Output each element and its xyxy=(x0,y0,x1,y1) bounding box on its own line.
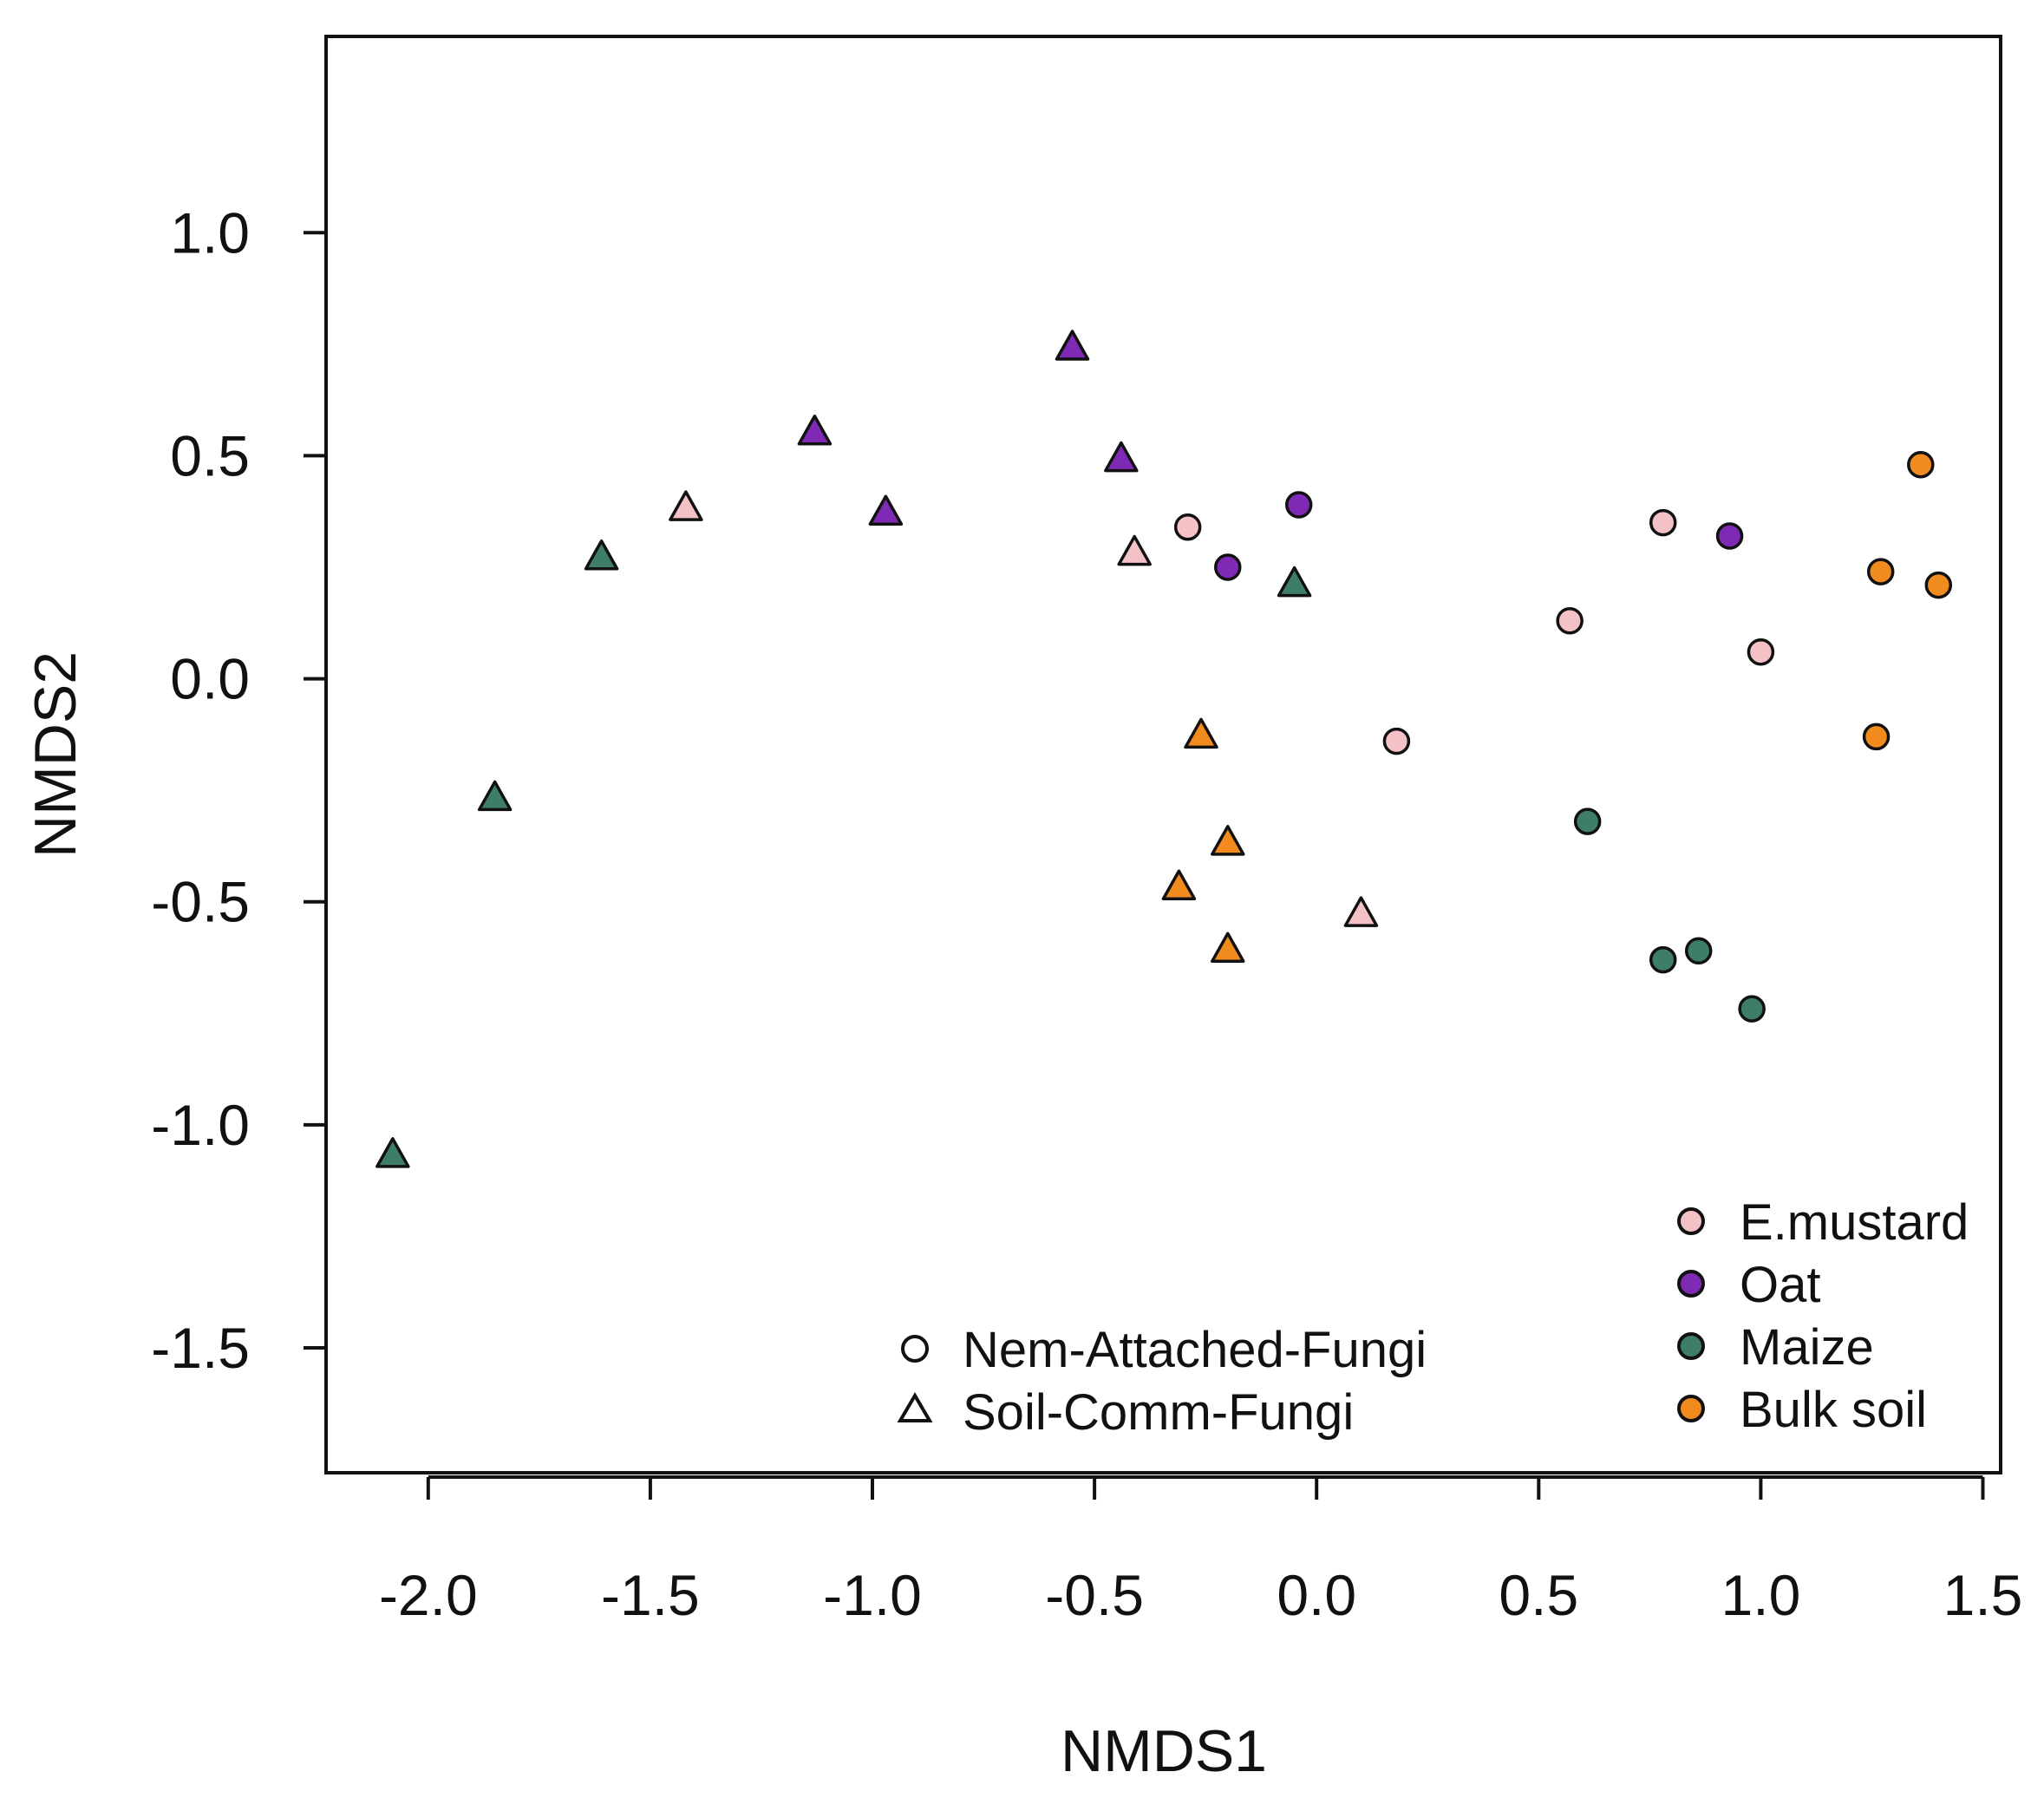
x-tick-label: -1.0 xyxy=(823,1563,922,1627)
axes: -2.0 -1.5 -1.0 -0.5 0.0 0.5 1.0 1.5 -1.5 -1.0 -0.5… xyxy=(151,200,2022,1627)
legend-soil-comm-fungi: Soil-Comm-Fungi xyxy=(963,1384,1354,1441)
data-point-triangle xyxy=(868,494,904,526)
x-tick-label: 0.5 xyxy=(1499,1563,1578,1627)
y-axis-title: NMDS2 xyxy=(23,651,88,858)
y-tick-label: 1.0 xyxy=(170,200,250,265)
data-point-circle xyxy=(1649,508,1677,537)
data-point-triangle xyxy=(477,780,513,812)
legend-nem-attached-fungi: Nem-Attached-Fungi xyxy=(963,1322,1427,1378)
legend-maize-swatch xyxy=(1677,1332,1705,1360)
data-point-triangle xyxy=(1211,825,1245,856)
legend-emustard-label: E.mustard xyxy=(1740,1194,1969,1251)
data-point-circle xyxy=(1284,491,1313,519)
legend-triangle-marker xyxy=(897,1392,933,1422)
y-tick-label: 0.0 xyxy=(170,647,250,711)
data-point-circle xyxy=(1382,727,1411,755)
data-point-circle xyxy=(1715,522,1744,550)
data-point-circle xyxy=(1214,553,1242,581)
x-tick-label: -2.0 xyxy=(379,1563,478,1627)
data-point-circle xyxy=(1747,637,1775,666)
data-point-circle xyxy=(1649,945,1677,974)
data-point-triangle xyxy=(1343,896,1379,927)
data-point-triangle xyxy=(1161,869,1197,901)
legend-oat-swatch xyxy=(1677,1270,1705,1298)
y-tick-label: -1.0 xyxy=(151,1093,250,1157)
x-tick-label: 0.0 xyxy=(1277,1563,1356,1627)
data-point-circle xyxy=(1556,606,1584,635)
data-points xyxy=(375,330,1953,1168)
color-legend: E.mustard Oat Maize Bulk soil xyxy=(1677,1194,1969,1438)
data-point-triangle xyxy=(1104,441,1139,473)
legend-bulk-soil-label: Bulk soil xyxy=(1740,1382,1927,1438)
plot-frame xyxy=(324,35,2002,1474)
x-tick-label: -1.5 xyxy=(601,1563,700,1627)
legend-circle-marker xyxy=(901,1335,929,1363)
data-point-circle xyxy=(1684,937,1713,965)
data-point-triangle xyxy=(1117,534,1152,566)
data-point-circle xyxy=(1862,722,1891,751)
data-point-circle xyxy=(1173,513,1202,541)
data-point-triangle xyxy=(1055,330,1090,361)
data-point-circle xyxy=(1866,558,1895,585)
legend-emustard-swatch xyxy=(1677,1207,1705,1235)
data-point-circle xyxy=(1907,450,1935,479)
x-tick-label: 1.0 xyxy=(1721,1563,1801,1627)
data-point-triangle xyxy=(669,490,703,521)
legend-oat-label: Oat xyxy=(1740,1257,1821,1313)
data-point-triangle xyxy=(1211,932,1245,964)
data-point-triangle xyxy=(797,414,833,446)
y-tick-label: -1.5 xyxy=(151,1316,250,1380)
x-tick-label: 1.5 xyxy=(1943,1563,2023,1627)
data-point-circle xyxy=(1573,807,1602,835)
shape-legend: Nem-Attached-Fungi Soil-Comm-Fungi xyxy=(897,1322,1427,1441)
data-point-triangle xyxy=(584,539,619,571)
legend-bulk-soil-swatch xyxy=(1677,1395,1705,1422)
y-tick-label: 0.5 xyxy=(170,423,250,487)
data-point-circle xyxy=(1738,995,1766,1023)
x-tick-label: -0.5 xyxy=(1045,1563,1144,1627)
y-tick-label: -0.5 xyxy=(151,870,250,934)
data-point-circle xyxy=(1924,571,1953,599)
x-axis-title: NMDS1 xyxy=(1061,1718,1267,1784)
data-point-triangle xyxy=(1184,717,1218,749)
legend-maize-label: Maize xyxy=(1740,1319,1874,1376)
data-point-triangle xyxy=(1277,566,1312,598)
data-point-triangle xyxy=(375,1137,410,1168)
